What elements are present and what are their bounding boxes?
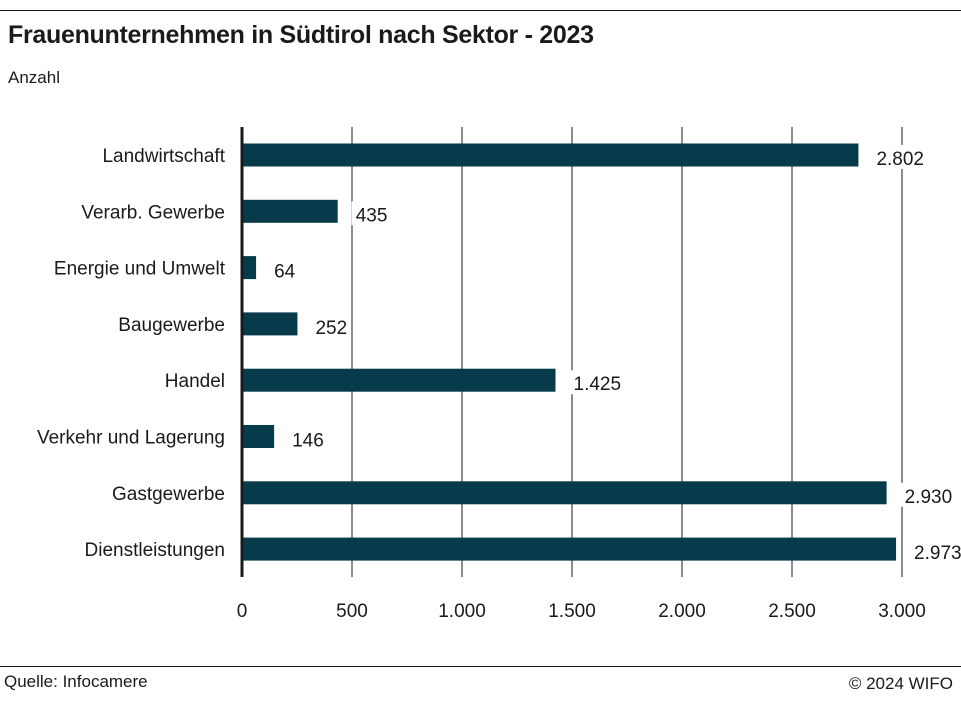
source-note: Quelle: Infocamere — [4, 672, 148, 691]
value-label-bg — [569, 370, 628, 395]
value-label: 64 — [274, 262, 296, 283]
x-tick-label: 0 — [237, 601, 248, 622]
value-label: 146 — [292, 431, 324, 452]
category-label: Gastgewerbe — [112, 484, 225, 505]
x-tick-label: 1.500 — [548, 601, 596, 622]
category-label: Energie und Umwelt — [54, 259, 226, 280]
bar — [242, 312, 298, 336]
x-tick-label: 1.000 — [438, 601, 486, 622]
value-label-bg — [351, 201, 390, 226]
bar — [242, 368, 556, 392]
bar — [242, 256, 257, 280]
category-label: Landwirtschaft — [102, 146, 225, 167]
copyright-note: © 2024 WIFO — [848, 674, 953, 693]
bar — [242, 425, 275, 448]
top-rule — [0, 10, 961, 11]
x-tick-label: 2.500 — [768, 601, 816, 622]
value-label-bg — [900, 482, 960, 507]
value-label-bg — [872, 145, 931, 169]
value-label: 1.425 — [574, 374, 622, 395]
value-label-bg — [288, 426, 326, 451]
value-label-bg — [311, 313, 349, 338]
x-tick-label: 3.000 — [878, 601, 926, 622]
x-tick-label: 2.000 — [658, 601, 706, 622]
category-label: Verkehr und Lagerung — [37, 428, 225, 449]
category-label: Dienstleistungen — [85, 540, 225, 561]
bottom-rule — [0, 666, 961, 667]
category-label: Baugewerbe — [118, 315, 225, 336]
bar — [242, 143, 859, 167]
chart-title: Frauenunternehmen in Südtirol nach Sekto… — [8, 21, 594, 49]
value-label-bg — [270, 257, 298, 282]
value-label-bg — [910, 539, 961, 564]
category-label: Handel — [165, 371, 225, 392]
bar — [242, 199, 338, 223]
value-label: 435 — [356, 205, 388, 226]
x-tick-label: 500 — [336, 601, 368, 622]
bar — [242, 481, 887, 505]
bar — [242, 537, 897, 561]
category-label: Verarb. Gewerbe — [81, 202, 225, 223]
value-label: 2.973 — [914, 543, 961, 564]
chart-subtitle: Anzahl — [8, 68, 60, 87]
value-label: 252 — [315, 318, 347, 339]
value-label: 2.930 — [905, 487, 953, 508]
value-label: 2.802 — [876, 149, 924, 170]
